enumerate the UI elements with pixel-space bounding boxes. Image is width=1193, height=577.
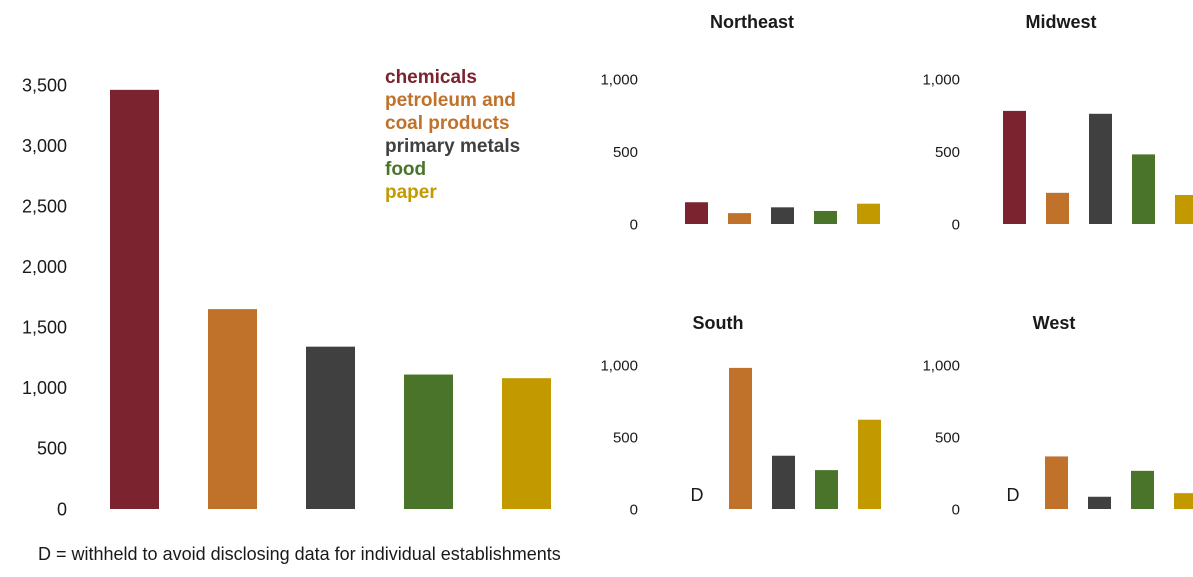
- legend-item-paper: paper: [385, 182, 437, 203]
- bar-3-food: [815, 470, 838, 509]
- y-tick-label-0-1: 500: [37, 439, 67, 459]
- bar-2-metals: [1089, 113, 1112, 224]
- y-tick-label-0-2: 1,000: [22, 378, 67, 398]
- bar-4-food: [1131, 470, 1154, 509]
- y-tick-label-3-0: 0: [630, 501, 638, 518]
- legend-item-primary-metals: primary metals: [385, 136, 521, 157]
- bar-1-paper: [857, 203, 880, 224]
- bar-3-metals: [772, 455, 795, 509]
- bar-2-petroleum: [1046, 192, 1069, 224]
- y-tick-label-0-6: 3,000: [22, 136, 67, 156]
- y-tick-label-4-2: 1,000: [922, 357, 960, 374]
- y-tick-label-4-0: 0: [952, 501, 960, 518]
- bar-0-paper: [502, 378, 551, 509]
- y-tick-label-1-0: 0: [630, 216, 638, 233]
- y-tick-label-1-2: 1,000: [600, 71, 638, 88]
- y-tick-label-0-4: 2,000: [22, 257, 67, 277]
- footnote: D = withheld to avoid disclosing data fo…: [38, 544, 561, 564]
- y-tick-label-1-1: 500: [613, 144, 638, 161]
- y-tick-label-4-1: 500: [935, 429, 960, 446]
- legend-item-chemicals: chemicals: [385, 67, 477, 88]
- legend: chemicals petroleum and coal products pr…: [385, 66, 520, 204]
- y-tick-label-2-1: 500: [935, 144, 960, 161]
- y-tick-label-2-0: 0: [952, 216, 960, 233]
- y-tick-label-0-5: 2,500: [22, 196, 67, 216]
- y-tick-label-3-2: 1,000: [600, 357, 638, 374]
- chart-title-2: Midwest: [1025, 12, 1096, 32]
- bar-0-chemicals: [110, 89, 159, 510]
- bar-2-food: [1132, 154, 1155, 224]
- y-tick-label-0-0: 0: [57, 499, 67, 519]
- bar-0-petroleum: [208, 309, 257, 509]
- chart-title-4: West: [1033, 313, 1076, 333]
- bar-3-paper: [858, 419, 881, 509]
- bar-0-food: [404, 374, 453, 509]
- bar-1-petroleum: [728, 213, 751, 224]
- value-label-3-0: D: [691, 485, 704, 505]
- legend-item-food: food: [385, 159, 427, 180]
- chart-title-1: Northeast: [710, 12, 794, 32]
- y-tick-label-3-1: 500: [613, 429, 638, 446]
- bar-3-petroleum: [729, 367, 752, 509]
- bar-4-paper: [1174, 493, 1193, 509]
- y-tick-label-2-2: 1,000: [922, 71, 960, 88]
- bar-1-metals: [771, 207, 794, 224]
- bar-2-chemicals: [1003, 110, 1026, 224]
- bar-1-food: [814, 210, 837, 224]
- bar-0-metals: [306, 346, 355, 509]
- legend-item-petroleum-1: petroleum and: [385, 90, 516, 111]
- value-label-4-0: D: [1007, 485, 1020, 505]
- y-tick-label-0-3: 1,500: [22, 318, 67, 338]
- bar-4-metals: [1088, 496, 1111, 509]
- legend-item-petroleum-2: coal products: [385, 113, 510, 134]
- y-tick-label-0-7: 3,500: [22, 75, 67, 95]
- bar-1-chemicals: [685, 202, 708, 224]
- bar-2-paper: [1175, 195, 1193, 224]
- chart-title-3: South: [693, 313, 744, 333]
- bar-4-petroleum: [1045, 456, 1068, 509]
